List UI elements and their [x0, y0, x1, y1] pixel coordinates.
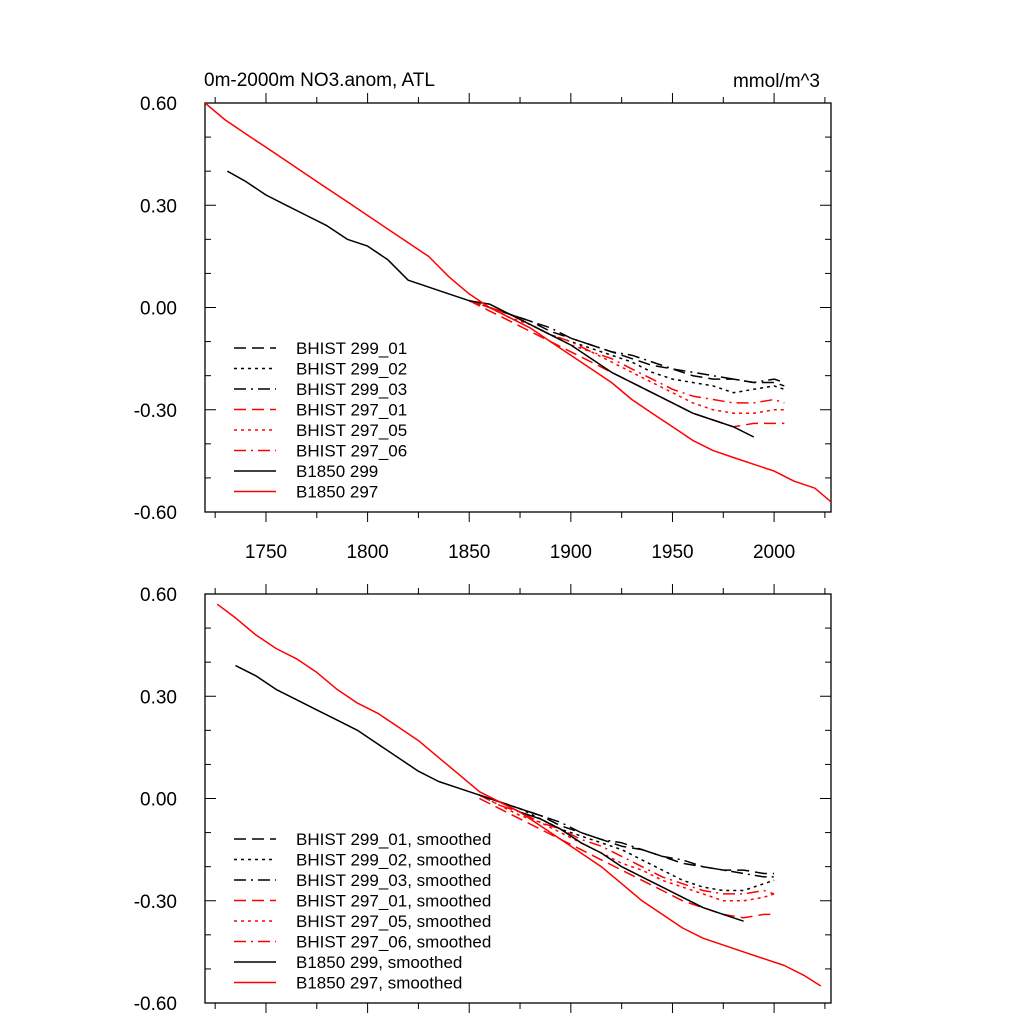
series-line-8	[216, 603, 822, 987]
legend-label: BHIST 297_01	[296, 401, 407, 420]
x-tick-label: 1850	[448, 542, 490, 563]
series-lines	[205, 103, 831, 503]
series-line-7	[235, 664, 744, 922]
legend-label: B1850 297, smoothed	[296, 974, 462, 993]
legend-label: BHIST 297_06, smoothed	[296, 933, 491, 952]
legend-label: BHIST 297_05	[296, 421, 407, 440]
legend-label: B1850 299, smoothed	[296, 953, 462, 972]
legend-label: BHIST 299_01, smoothed	[296, 830, 491, 849]
legend-label: B1850 297	[296, 483, 378, 502]
y-tick-label: -0.30	[134, 892, 177, 913]
x-tick-label: 1950	[651, 542, 693, 563]
units-label: mmol/m^3	[733, 71, 820, 92]
y-tick-label: 0.30	[140, 196, 177, 217]
legend-label: BHIST 297_05, smoothed	[296, 912, 491, 931]
series-lines	[216, 603, 822, 987]
legend-label: BHIST 299_03, smoothed	[296, 871, 491, 890]
y-tick-label: 0.60	[140, 585, 177, 606]
legend-label: BHIST 299_02, smoothed	[296, 851, 491, 870]
series-line-5	[468, 299, 785, 414]
legend-label: BHIST 299_03	[296, 380, 407, 399]
y-tick-label: -0.30	[134, 401, 177, 422]
y-tick-label: 0.00	[140, 299, 177, 320]
y-tick-label: -0.60	[134, 503, 177, 524]
series-line-3	[468, 299, 785, 384]
y-tick-label: 0.60	[140, 94, 177, 115]
series-line-8	[205, 103, 831, 503]
legend-label: BHIST 299_02	[296, 360, 407, 379]
legend: BHIST 299_01, smoothed BHIST 299_02, smoo…	[234, 830, 491, 993]
chart-title: 0m-2000m NO3.anom, ATL	[204, 70, 435, 91]
series-line-6	[479, 794, 775, 895]
top-panel: 0m-2000m NO3.anom, ATL mmol/m^3 0.60 0.30…	[134, 70, 832, 563]
y-tick-label: 0.00	[140, 790, 177, 811]
legend-label: BHIST 297_01, smoothed	[296, 892, 491, 911]
legend-label: BHIST 299_01	[296, 339, 407, 358]
y-tick-label: 0.30	[140, 687, 177, 708]
bottom-panel: 0.60 0.30 0.00 -0.30 -0.60 BHIST 299_01, smoo…	[134, 584, 832, 1015]
series-line-7	[227, 170, 755, 438]
x-tick-label: 1900	[550, 542, 592, 563]
legend-label: BHIST 297_06	[296, 442, 407, 461]
series-line-4	[479, 797, 775, 919]
x-tick-label: 2000	[753, 542, 795, 563]
series-line-2	[479, 794, 775, 892]
y-tick-label: -0.60	[134, 994, 177, 1015]
x-tick-label: 1800	[346, 542, 388, 563]
x-tick-label: 1750	[245, 542, 287, 563]
series-line-3	[479, 794, 775, 878]
legend-label: B1850 299	[296, 462, 378, 481]
